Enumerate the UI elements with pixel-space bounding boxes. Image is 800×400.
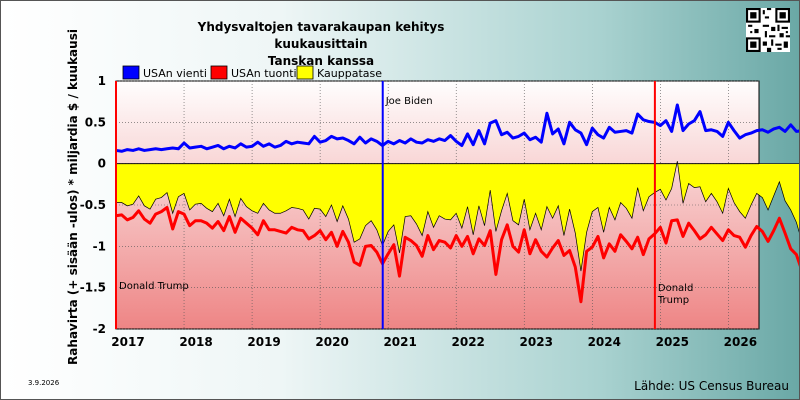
legend-label: Kauppatase (317, 67, 382, 80)
legend-label: USAn tuonti (231, 67, 297, 80)
y-tick-label: 1 (98, 74, 106, 88)
legend-swatch (296, 65, 314, 80)
term-marker-label: Joe Biden (385, 96, 433, 107)
term-marker-label: Trump (657, 295, 689, 306)
y-tick-label: -1 (93, 239, 106, 253)
import-line (115, 205, 799, 304)
term-marker-label: Donald Trump (119, 281, 189, 292)
source-label: Lähde: US Census Bureau (634, 379, 789, 393)
legend-swatch (122, 65, 140, 80)
x-tick-label: 2025 (656, 335, 689, 349)
balance-area (115, 161, 799, 272)
y-tick-label: 0 (98, 157, 106, 171)
x-tick-label: 2026 (724, 335, 757, 349)
x-tick-label: 2020 (315, 335, 348, 349)
y-tick-label: -2 (93, 322, 106, 336)
term-marker-label: Donald (658, 283, 693, 294)
x-tick-label: 2019 (247, 335, 280, 349)
y-tick-label: -0.5 (80, 198, 106, 212)
x-tick-label: 2021 (383, 335, 416, 349)
x-tick-label: 2023 (520, 335, 553, 349)
x-tick-label: 2024 (588, 335, 621, 349)
x-tick-label: 2017 (111, 335, 144, 349)
legend-swatch (210, 65, 228, 80)
title-line-1: Yhdysvaltojen tavarakaupan kehitys kuuka… (197, 20, 445, 51)
chart-title: Yhdysvaltojen tavarakaupan kehitys kuuka… (1, 19, 641, 70)
y-axis-label: Rahavirta (+ sisään -ulos) * miljardia $… (66, 29, 80, 365)
legend-label: USAn vienti (143, 67, 207, 80)
y-tick-label: -1.5 (80, 281, 106, 295)
x-tick-label: 2018 (179, 335, 212, 349)
export-line (115, 103, 799, 153)
date-stamp: 3.9.2026 (28, 379, 60, 387)
qr-code-icon[interactable] (746, 8, 790, 52)
y-tick-label: 0.5 (85, 115, 106, 129)
x-tick-label: 2022 (452, 335, 485, 349)
title-line-2: Tanskan kanssa (267, 54, 375, 68)
